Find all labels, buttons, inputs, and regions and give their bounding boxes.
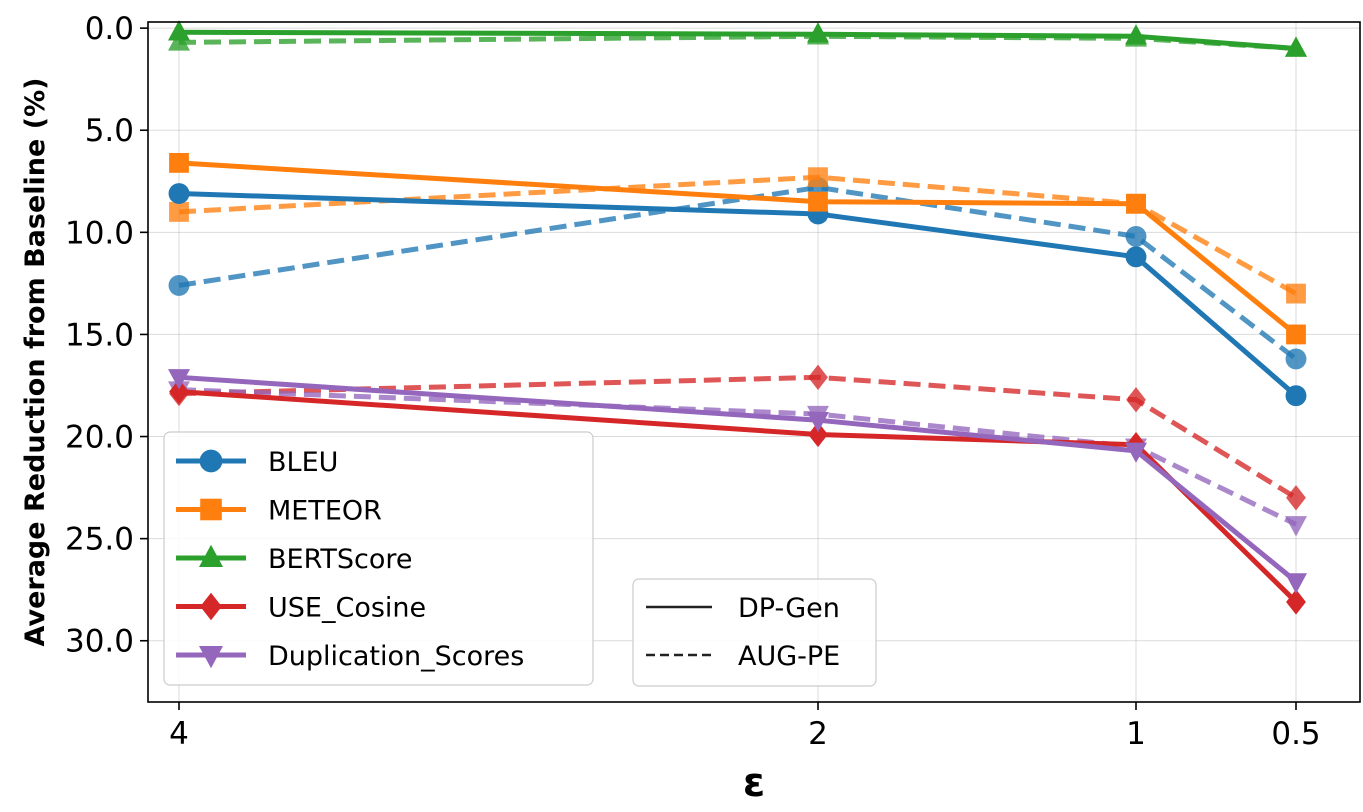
plot-frame bbox=[147, 21, 1361, 703]
y-axis-title: Average Reduction from Baseline (%) bbox=[20, 78, 51, 647]
series-duplication-scores-dp-gen bbox=[168, 369, 1307, 594]
line-bleu-dp-gen bbox=[176, 191, 1299, 399]
point-use-cosine-aug-pe bbox=[808, 364, 828, 390]
legend-label: DP-Gen bbox=[738, 593, 840, 624]
legend-entry-aug-pe: AUG-PE bbox=[646, 641, 840, 672]
point-meteor-dp-gen bbox=[1126, 193, 1146, 214]
y-tick-label: 20.0 bbox=[65, 420, 134, 456]
point-use-cosine-dp-gen bbox=[808, 421, 828, 448]
x-tick-label: 1 bbox=[1126, 716, 1146, 752]
line-use-cosine-aug-pe bbox=[178, 374, 1298, 500]
line-duplication-scores-dp-gen bbox=[176, 374, 1299, 585]
point-meteor-aug-pe bbox=[1286, 283, 1306, 304]
line-bertscore-dp-gen bbox=[176, 29, 1299, 52]
series-layer bbox=[168, 20, 1307, 615]
legend-marker-meteor bbox=[200, 498, 222, 521]
legend-label: METEOR bbox=[268, 496, 382, 527]
point-bertscore-aug-pe bbox=[168, 30, 190, 51]
point-meteor-aug-pe bbox=[169, 202, 189, 222]
point-use-cosine-aug-pe bbox=[1126, 387, 1146, 413]
legend-entry-duplication-scores: Duplication_Scores bbox=[176, 641, 524, 672]
point-bertscore-dp-gen bbox=[168, 20, 190, 41]
legend-metrics-frame bbox=[163, 431, 594, 686]
x-tick-label: 2 bbox=[808, 716, 828, 752]
point-duplication-scores-aug-pe bbox=[1285, 516, 1307, 537]
x-axis-title: ε bbox=[743, 760, 765, 806]
legend-label: AUG-PE bbox=[738, 641, 840, 672]
point-bertscore-dp-gen bbox=[1125, 24, 1147, 45]
y-tick-label: 10.0 bbox=[65, 215, 134, 251]
line-meteor-aug-pe bbox=[178, 174, 1298, 296]
point-meteor-dp-gen bbox=[169, 153, 189, 173]
point-use-cosine-dp-gen bbox=[169, 378, 189, 405]
legend-label: BERTScore bbox=[268, 544, 413, 575]
series-bertscore-dp-gen bbox=[168, 20, 1307, 57]
legend-marker-bertscore bbox=[199, 544, 223, 567]
legend-label: USE_Cosine bbox=[268, 593, 426, 624]
line-bleu-aug-pe bbox=[178, 184, 1298, 361]
axes: 0.0 5.0 10.0 15.0 20.0 25.0 30.0 4 2 1 0.5 bbox=[65, 11, 1321, 752]
legend-entry-dp-gen: DP-Gen bbox=[646, 593, 840, 624]
point-bertscore-dp-gen bbox=[1285, 36, 1307, 57]
legend-entry-meteor: METEOR bbox=[176, 496, 382, 527]
point-bertscore-dp-gen bbox=[807, 22, 829, 43]
point-bleu-dp-gen bbox=[168, 183, 190, 204]
point-bleu-aug-pe bbox=[1285, 348, 1307, 370]
legend-entry-use-cosine: USE_Cosine bbox=[176, 593, 426, 624]
legend-metrics: BLEU METEOR BERTScore USE_Cosine Duplication… bbox=[163, 431, 594, 686]
legend-entry-bertscore: BERTScore bbox=[176, 544, 413, 575]
legend-label: Duplication_Scores bbox=[268, 641, 524, 672]
y-tick-label: 0.0 bbox=[85, 11, 134, 47]
point-bleu-aug-pe bbox=[168, 274, 190, 296]
legend-marker-use-cosine bbox=[200, 592, 222, 621]
x-tick-label: 4 bbox=[169, 716, 189, 752]
point-bleu-aug-pe bbox=[1125, 225, 1147, 247]
point-meteor-dp-gen bbox=[1286, 324, 1306, 345]
point-duplication-scores-dp-gen bbox=[1285, 573, 1307, 594]
legend-methods: DP-Gen AUG-PE bbox=[632, 578, 877, 687]
point-meteor-dp-gen bbox=[808, 191, 828, 212]
point-meteor-aug-pe bbox=[808, 167, 828, 188]
legend-label: BLEU bbox=[268, 447, 338, 478]
point-use-cosine-dp-gen bbox=[1286, 589, 1306, 615]
legend-marker-duplication-scores bbox=[199, 646, 223, 669]
y-tick-label: 15.0 bbox=[65, 317, 134, 353]
series-meteor-dp-gen bbox=[169, 153, 1306, 345]
point-bleu-dp-gen bbox=[1285, 385, 1307, 407]
point-duplication-scores-dp-gen bbox=[168, 369, 190, 390]
point-use-cosine-aug-pe bbox=[1286, 485, 1306, 511]
line-meteor-dp-gen bbox=[176, 160, 1299, 337]
y-tick-label: 25.0 bbox=[65, 522, 134, 558]
point-bleu-dp-gen bbox=[1125, 246, 1147, 268]
x-tick-label: 0.5 bbox=[1271, 716, 1320, 752]
line-use-cosine-dp-gen bbox=[176, 389, 1299, 605]
point-duplication-scores-dp-gen bbox=[807, 411, 829, 433]
series-bleu-dp-gen bbox=[168, 183, 1307, 407]
y-tick-label: 5.0 bbox=[85, 113, 134, 149]
y-tick-label: 30.0 bbox=[65, 624, 134, 660]
legend-marker-bleu bbox=[199, 449, 223, 473]
point-duplication-scores-dp-gen bbox=[1125, 442, 1147, 463]
legend-entry-bleu: BLEU bbox=[176, 447, 338, 478]
